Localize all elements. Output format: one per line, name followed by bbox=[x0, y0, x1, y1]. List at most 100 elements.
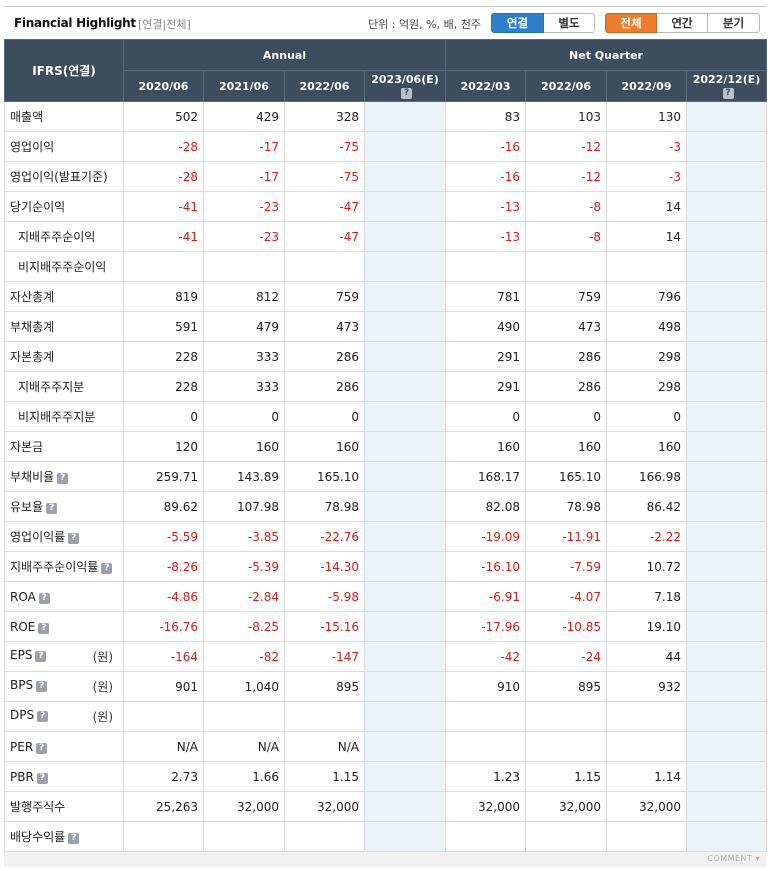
table-cell bbox=[363, 401, 447, 432]
row-label: 당기순이익 bbox=[4, 191, 124, 222]
table-cell bbox=[686, 791, 768, 822]
help-icon[interactable]: ? bbox=[722, 88, 734, 99]
row-label: 부채비율? bbox=[4, 461, 124, 492]
help-icon[interactable]: ? bbox=[36, 742, 48, 754]
table-cell: -41 bbox=[123, 191, 204, 222]
row-label-text: 영업이익 bbox=[10, 140, 55, 154]
help-icon[interactable]: ? bbox=[68, 533, 80, 544]
table-cell: -164 bbox=[123, 641, 204, 672]
table-cell: -15.16 bbox=[284, 611, 365, 642]
help-icon[interactable]: ? bbox=[38, 592, 50, 604]
table-cell: -12 bbox=[525, 161, 608, 192]
table-cell: 473 bbox=[284, 311, 365, 342]
table-cell bbox=[525, 701, 608, 732]
help-icon[interactable]: ? bbox=[35, 651, 47, 662]
table-footer: COMMENT ▾ bbox=[4, 852, 766, 867]
row-label: BPS? (원) bbox=[4, 671, 124, 702]
table-cell bbox=[606, 701, 688, 732]
table-cell bbox=[363, 281, 447, 312]
row-label: 자산총계 bbox=[4, 281, 124, 312]
table-cell: 819 bbox=[123, 281, 204, 312]
row-label: 유보율? bbox=[4, 491, 124, 522]
comment-label: COMMENT bbox=[707, 854, 753, 863]
table-cell: 14 bbox=[606, 221, 688, 252]
table-cell: -17 bbox=[203, 161, 285, 192]
table-cell: -24 bbox=[525, 641, 608, 672]
comment-link[interactable]: COMMENT ▾ bbox=[707, 854, 760, 863]
table-cell: -22.76 bbox=[284, 521, 365, 552]
help-icon[interactable]: ? bbox=[38, 622, 50, 634]
column-header: 2022/12(E)? bbox=[686, 70, 768, 102]
help-icon[interactable]: ? bbox=[36, 681, 48, 692]
table-cell: 932 bbox=[606, 671, 688, 702]
help-icon[interactable]: ? bbox=[46, 503, 58, 514]
row-label: ROE? bbox=[4, 611, 124, 642]
table-cell: 498 bbox=[606, 311, 688, 342]
table-cell: -8.26 bbox=[123, 551, 204, 582]
table-cell: 32,000 bbox=[606, 791, 688, 822]
row-label: 비지배주주순이익 bbox=[4, 251, 124, 282]
help-icon[interactable]: ? bbox=[37, 711, 49, 722]
table-cell: 1.66 bbox=[203, 761, 285, 792]
consolidated-button[interactable]: 연결 bbox=[491, 13, 544, 33]
table-cell: -13 bbox=[445, 221, 527, 252]
table-cell bbox=[686, 731, 768, 762]
table-cell bbox=[363, 671, 447, 702]
table-cell bbox=[363, 431, 447, 462]
table-cell bbox=[203, 701, 285, 732]
table-cell: -7.59 bbox=[525, 551, 608, 582]
table-cell: 32,000 bbox=[525, 791, 608, 822]
row-label: EPS? (원) bbox=[4, 641, 124, 672]
table-cell: -47 bbox=[284, 191, 365, 222]
row-label-text: 지배주주순이익 bbox=[18, 230, 96, 244]
all-period-button[interactable]: 전체 bbox=[605, 13, 657, 33]
table-cell: 286 bbox=[525, 341, 608, 372]
table-row: PBR? 2.73 1.66 1.15 1.23 1.15 1.14 bbox=[4, 761, 768, 792]
table-cell: 286 bbox=[525, 371, 608, 402]
table-cell: -17.96 bbox=[445, 611, 527, 642]
table-cell: 32,000 bbox=[203, 791, 285, 822]
table-row: 부채총계 591 479 473 490 473 498 bbox=[4, 311, 768, 342]
table-cell: 165.10 bbox=[284, 461, 365, 492]
table-cell: 291 bbox=[445, 341, 527, 372]
help-icon[interactable]: ? bbox=[101, 563, 113, 574]
separate-button[interactable]: 별도 bbox=[544, 13, 595, 33]
table-cell: -42 bbox=[445, 641, 527, 672]
table-cell: 2.73 bbox=[123, 761, 204, 792]
table-row: 자본금 120 160 160 160 160 160 bbox=[4, 431, 768, 462]
table-cell: 298 bbox=[606, 371, 688, 402]
table-cell bbox=[363, 221, 447, 252]
table-cell: -2.22 bbox=[606, 521, 688, 552]
help-icon[interactable]: ? bbox=[36, 772, 48, 784]
financial-highlight-table: IFRS(연결) Annual Net Quarter 2020/06 2021/… bbox=[4, 39, 768, 852]
annual-button[interactable]: 연간 bbox=[657, 13, 708, 33]
help-icon[interactable]: ? bbox=[68, 833, 80, 844]
help-icon[interactable]: ? bbox=[401, 88, 412, 99]
table-cell bbox=[686, 641, 768, 672]
table-cell bbox=[363, 611, 447, 642]
table-cell bbox=[363, 101, 447, 132]
help-icon[interactable]: ? bbox=[57, 473, 69, 484]
table-cell bbox=[686, 281, 768, 312]
row-label: 지배주주순이익 bbox=[4, 221, 124, 252]
table-cell bbox=[363, 761, 447, 792]
quarterly-button[interactable]: 분기 bbox=[708, 13, 760, 33]
table-cell bbox=[686, 161, 768, 192]
table-cell bbox=[445, 731, 527, 762]
row-label: PBR? bbox=[4, 761, 124, 792]
column-header-label: 2021/06 bbox=[219, 79, 269, 93]
row-label-text: 자본총계 bbox=[10, 350, 55, 364]
table-cell: -47 bbox=[284, 221, 365, 252]
ifrs-corner-header: IFRS(연결) bbox=[4, 39, 124, 102]
row-label: 자본총계 bbox=[4, 341, 124, 372]
table-cell: 228 bbox=[123, 341, 204, 372]
table-cell: -3 bbox=[606, 161, 688, 192]
row-label: 영업이익(발표기준) bbox=[4, 161, 124, 192]
table-cell bbox=[686, 761, 768, 792]
table-cell: -23 bbox=[203, 191, 285, 222]
table-cell: 0 bbox=[525, 401, 608, 432]
row-unit: (원) bbox=[92, 710, 113, 724]
column-header-label: 2022/03 bbox=[460, 79, 511, 93]
table-cell bbox=[363, 551, 447, 582]
table-row: 자산총계 819 812 759 781 759 796 bbox=[4, 281, 768, 312]
